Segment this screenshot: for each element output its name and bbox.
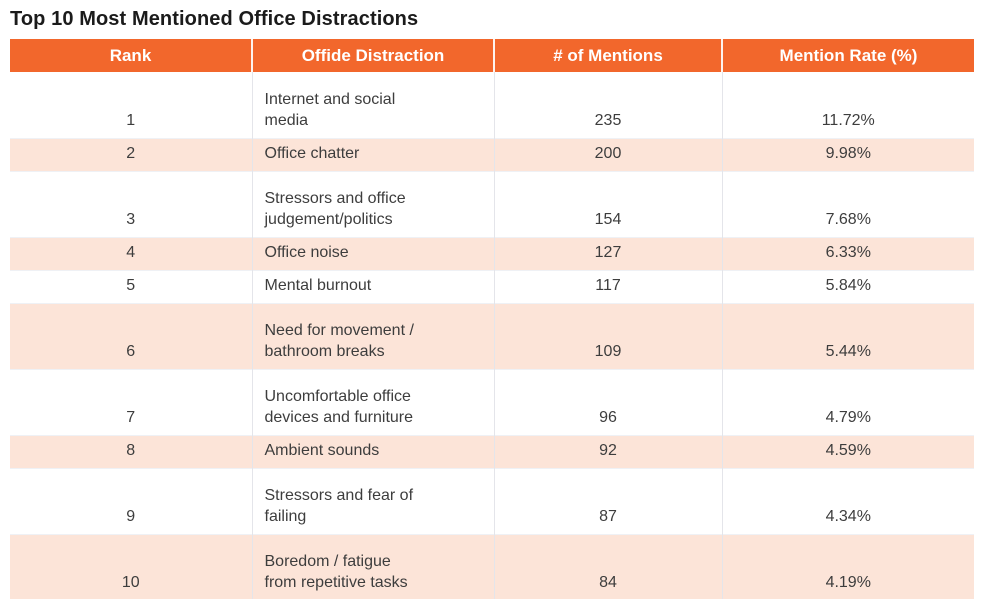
mentions-cell: 154	[493, 170, 722, 237]
distractions-table: Rank Offide Distraction # of Mentions Menti…	[10, 39, 974, 599]
rate-cell: 6.33%	[721, 236, 974, 270]
distraction-cell: Uncomfortable office devices and furnitu…	[251, 368, 494, 435]
mentions-cell: 96	[493, 368, 722, 435]
rank-cell: 8	[10, 434, 252, 468]
rate-cell: 4.79%	[721, 368, 974, 435]
rank-cell: 4	[10, 236, 252, 270]
table-body: 1 Internet and social media 235 11.72% 2…	[10, 72, 974, 599]
mentions-cell: 127	[493, 236, 722, 270]
mentions-cell: 87	[493, 467, 722, 534]
table-row: 7 Uncomfortable office devices and furni…	[10, 368, 974, 435]
distraction-cell: Ambient sounds	[251, 434, 494, 468]
column-header-mention-rate: Mention Rate (%)	[721, 39, 974, 72]
rate-cell: 5.84%	[721, 269, 974, 303]
rank-cell: 10	[10, 533, 252, 599]
rank-cell: 2	[10, 137, 252, 171]
table-row: 8 Ambient sounds 92 4.59%	[10, 434, 974, 468]
table-row: 3 Stressors and office judgement/politic…	[10, 170, 974, 237]
table-row: 10 Boredom / fatigue from repetitive tas…	[10, 533, 974, 599]
table-row: 4 Office noise 127 6.33%	[10, 236, 974, 270]
table-row: 9 Stressors and fear of failing 87 4.34%	[10, 467, 974, 534]
rank-cell: 5	[10, 269, 252, 303]
rank-cell: 9	[10, 467, 252, 534]
distraction-cell: Stressors and office judgement/politics	[251, 170, 494, 237]
mentions-cell: 200	[493, 137, 722, 171]
distraction-cell: Need for movement / bathroom breaks	[251, 302, 494, 369]
distraction-cell: Mental burnout	[251, 269, 494, 303]
distraction-cell: Office chatter	[251, 137, 494, 171]
mentions-cell: 109	[493, 302, 722, 369]
rank-cell: 7	[10, 368, 252, 435]
distraction-cell: Stressors and fear of failing	[251, 467, 494, 534]
table-row: 2 Office chatter 200 9.98%	[10, 137, 974, 171]
rank-cell: 6	[10, 302, 252, 369]
distraction-cell: Internet and social media	[251, 72, 494, 138]
rank-cell: 1	[10, 72, 252, 138]
table-row: 1 Internet and social media 235 11.72%	[10, 72, 974, 138]
table-row: 6 Need for movement / bathroom breaks 10…	[10, 302, 974, 369]
column-header-of-mentions: # of Mentions	[493, 39, 722, 72]
rate-cell: 4.59%	[721, 434, 974, 468]
table-row: 5 Mental burnout 117 5.84%	[10, 269, 974, 303]
rate-cell: 4.19%	[721, 533, 974, 599]
page-title: Top 10 Most Mentioned Office Distraction…	[10, 8, 419, 30]
rate-cell: 9.98%	[721, 137, 974, 171]
mentions-cell: 117	[493, 269, 722, 303]
header-row: Rank Offide Distraction # of Mentions Menti…	[10, 39, 974, 72]
rank-cell: 3	[10, 170, 252, 237]
column-header-offide-distraction: Offide Distraction	[251, 39, 494, 72]
rate-cell: 4.34%	[721, 467, 974, 534]
column-header-rank: Rank	[10, 39, 252, 72]
rate-cell: 11.72%	[721, 72, 974, 138]
table-header: Rank Offide Distraction # of Mentions Menti…	[10, 39, 974, 72]
mentions-cell: 92	[493, 434, 722, 468]
mentions-cell: 84	[493, 533, 722, 599]
rate-cell: 7.68%	[721, 170, 974, 237]
mentions-cell: 235	[493, 72, 722, 138]
rate-cell: 5.44%	[721, 302, 974, 369]
distraction-cell: Office noise	[251, 236, 494, 270]
distraction-cell: Boredom / fatigue from repetitive tasks	[251, 533, 494, 599]
